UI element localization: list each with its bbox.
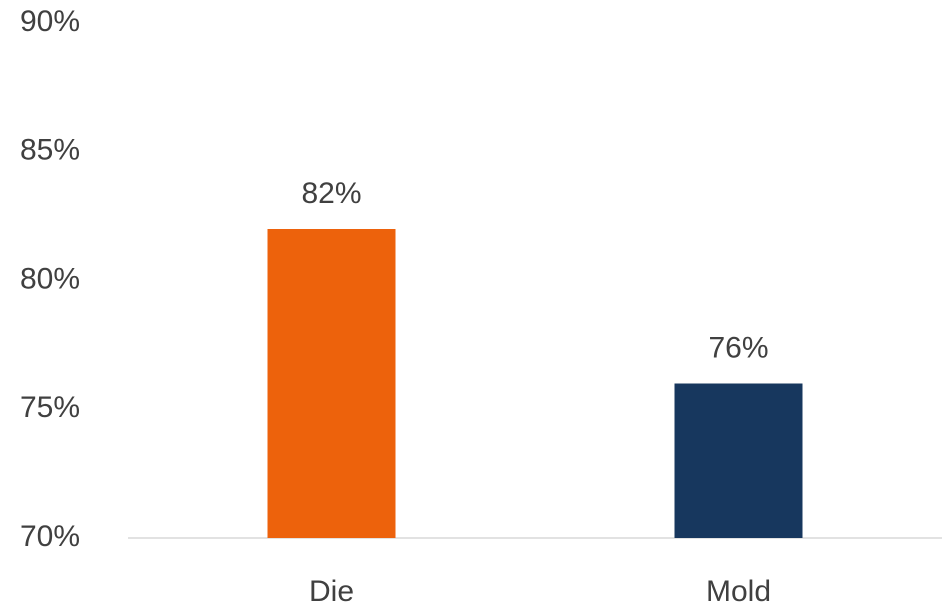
data-label: 82%: [301, 177, 361, 210]
x-tick-label: Die: [309, 575, 354, 608]
bar: [674, 383, 803, 538]
y-tick-label: 70%: [20, 520, 80, 553]
y-tick-label: 85%: [20, 134, 80, 167]
bar: [267, 229, 396, 538]
data-label: 76%: [708, 331, 768, 364]
x-tick-label: Mold: [706, 575, 771, 608]
y-tick-label: 75%: [20, 391, 80, 424]
y-tick-label: 90%: [20, 5, 80, 38]
y-tick-label: 80%: [20, 262, 80, 295]
